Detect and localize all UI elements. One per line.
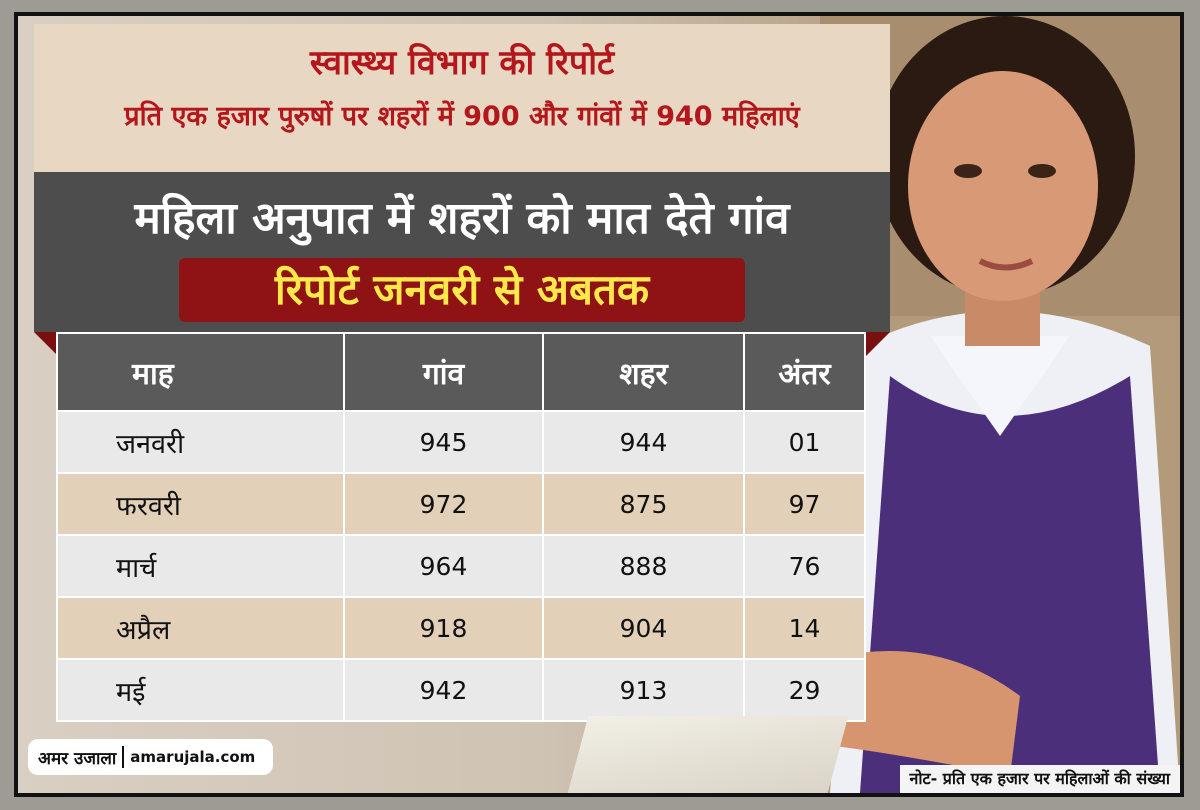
cell-city: 904	[542, 596, 745, 660]
ratio-table: माह गांव शहर अंतर जनवरी 945 944 01 फरवरी…	[56, 332, 866, 722]
table-header-row: माह गांव शहर अंतर	[56, 332, 866, 412]
brand-logo: अमर उजाला amarujala.com	[28, 739, 273, 775]
cell-difference: 97	[743, 472, 866, 536]
header-month: माह	[56, 332, 345, 412]
report-subline: प्रति एक हजार पुरुषों पर शहरों में 900 औ…	[124, 101, 800, 132]
cell-month: अप्रैल	[56, 596, 345, 660]
cell-village: 945	[343, 410, 544, 474]
cell-village: 964	[343, 534, 544, 598]
table-row: जनवरी 945 944 01	[56, 410, 866, 474]
cell-month: मार्च	[56, 534, 345, 598]
cell-city: 913	[542, 658, 745, 722]
footnote: नोट- प्रति एक हजार पर महिलाओं की संख्या	[899, 765, 1180, 793]
cell-difference: 01	[743, 410, 866, 474]
report-badge: रिपोर्ट जनवरी से अबतक	[179, 258, 745, 322]
header-box: स्वास्थ्य विभाग की रिपोर्ट प्रति एक हजार…	[34, 24, 890, 172]
table-row: फरवरी 972 875 97	[56, 472, 866, 536]
ribbon-fold-left	[34, 332, 58, 356]
header-city: शहर	[542, 332, 745, 412]
header-difference: अंतर	[743, 332, 866, 412]
cell-difference: 76	[743, 534, 866, 598]
cell-village: 918	[343, 596, 544, 660]
cell-difference: 29	[743, 658, 866, 722]
poster: स्वास्थ्य विभाग की रिपोर्ट प्रति एक हजार…	[14, 12, 1184, 797]
logo-divider	[122, 746, 125, 768]
cell-difference: 14	[743, 596, 866, 660]
table-row: मार्च 964 888 76	[56, 534, 866, 598]
table-row: अप्रैल 918 904 14	[56, 596, 866, 660]
report-subtitle: स्वास्थ्य विभाग की रिपोर्ट	[309, 43, 615, 83]
table-row: मई 942 913 29	[56, 658, 866, 722]
logo-url-text: amarujala.com	[130, 748, 256, 766]
cell-month: जनवरी	[56, 410, 345, 474]
ribbon-fold-right	[866, 332, 890, 356]
cell-city: 944	[542, 410, 745, 474]
books-decoration	[567, 716, 849, 793]
header-village: गांव	[343, 332, 544, 412]
cell-village: 972	[343, 472, 544, 536]
girl-photo	[820, 16, 1180, 793]
cell-city: 875	[542, 472, 745, 536]
logo-hindi-text: अमर उजाला	[38, 748, 117, 769]
cell-village: 942	[343, 658, 544, 722]
cell-month: फरवरी	[56, 472, 345, 536]
title-band: महिला अनुपात में शहरों को मात देते गांव …	[34, 172, 890, 332]
cell-city: 888	[542, 534, 745, 598]
main-title: महिला अनुपात में शहरों को मात देते गांव	[134, 193, 790, 244]
cell-month: मई	[56, 658, 345, 722]
